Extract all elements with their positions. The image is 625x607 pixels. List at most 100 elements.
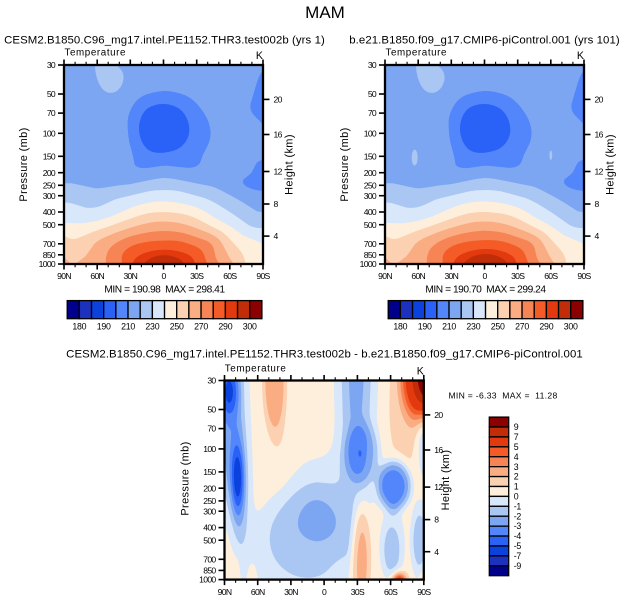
svg-text:500: 500 (203, 535, 216, 545)
svg-text:30S: 30S (351, 587, 365, 597)
svg-text:150: 150 (43, 151, 56, 161)
svg-text:Temperature: Temperature (65, 48, 127, 59)
svg-text:MIN = 190.98 MAX = 298.41: MIN = 190.98 MAX = 298.41 (104, 285, 225, 296)
svg-text:400: 400 (203, 523, 216, 533)
svg-text:400: 400 (364, 207, 377, 217)
svg-text:1000: 1000 (360, 259, 377, 269)
svg-text:100: 100 (364, 128, 377, 138)
svg-text:16: 16 (434, 445, 443, 455)
svg-text:60S: 60S (384, 587, 398, 597)
svg-text:210: 210 (121, 321, 135, 331)
svg-text:100: 100 (203, 444, 216, 454)
svg-text:150: 150 (203, 467, 216, 477)
svg-text:230: 230 (466, 321, 480, 331)
svg-text:50: 50 (207, 405, 216, 415)
svg-text:250: 250 (364, 180, 377, 190)
svg-text:300: 300 (243, 321, 257, 331)
svg-text:290: 290 (218, 321, 232, 331)
svg-text:300: 300 (364, 191, 377, 201)
svg-text:190: 190 (97, 321, 111, 331)
svg-text:60N: 60N (251, 587, 265, 597)
svg-text:0: 0 (482, 271, 487, 281)
svg-text:700: 700 (43, 239, 56, 249)
svg-text:210: 210 (442, 321, 456, 331)
svg-text:3: 3 (514, 462, 519, 472)
svg-text:200: 200 (364, 168, 377, 178)
svg-text:12: 12 (274, 167, 283, 177)
svg-text:850: 850 (364, 250, 377, 260)
svg-text:60S: 60S (544, 271, 558, 281)
svg-text:CESM2.B1850.C96_mg17.intel.PE1: CESM2.B1850.C96_mg17.intel.PE1152.THR3.t… (4, 35, 325, 47)
svg-text:8: 8 (274, 199, 279, 209)
svg-text:Pressure (mb): Pressure (mb) (18, 127, 30, 201)
svg-text:0: 0 (322, 587, 327, 597)
svg-text:50: 50 (368, 89, 377, 99)
svg-text:K: K (577, 50, 584, 62)
svg-text:230: 230 (145, 321, 159, 331)
svg-text:0: 0 (161, 271, 166, 281)
svg-text:7: 7 (514, 432, 519, 442)
svg-text:Temperature: Temperature (225, 363, 287, 374)
svg-text:290: 290 (539, 321, 553, 331)
svg-text:270: 270 (194, 321, 208, 331)
svg-text:30: 30 (207, 376, 216, 386)
svg-text:90N: 90N (378, 271, 392, 281)
svg-text:500: 500 (43, 220, 56, 230)
svg-text:90S: 90S (256, 271, 270, 281)
svg-text:70: 70 (368, 108, 377, 118)
svg-text:90S: 90S (417, 587, 431, 597)
svg-text:0: 0 (514, 492, 519, 502)
svg-text:60S: 60S (223, 271, 237, 281)
svg-text:250: 250 (491, 321, 505, 331)
svg-text:-7: -7 (514, 551, 522, 561)
svg-text:8: 8 (434, 515, 439, 525)
svg-text:500: 500 (364, 220, 377, 230)
svg-text:Pressure (mb): Pressure (mb) (339, 127, 351, 201)
svg-text:-4: -4 (514, 531, 522, 541)
svg-text:1: 1 (514, 482, 519, 492)
svg-text:250: 250 (203, 496, 216, 506)
svg-text:90S: 90S (577, 271, 591, 281)
svg-text:250: 250 (43, 180, 56, 190)
svg-text:20: 20 (434, 410, 443, 420)
svg-text:16: 16 (595, 130, 604, 140)
svg-text:30N: 30N (284, 587, 298, 597)
svg-text:Height (km): Height (km) (440, 450, 452, 511)
svg-text:850: 850 (43, 250, 56, 260)
svg-text:30N: 30N (444, 271, 458, 281)
svg-text:2: 2 (514, 472, 519, 482)
svg-text:4: 4 (514, 452, 519, 462)
svg-text:MAM: MAM (305, 3, 345, 22)
svg-text:12: 12 (434, 482, 443, 492)
svg-text:9: 9 (514, 422, 519, 432)
svg-text:1000: 1000 (199, 575, 216, 585)
svg-text:-2: -2 (514, 511, 522, 521)
svg-text:400: 400 (43, 207, 56, 217)
svg-text:16: 16 (274, 130, 283, 140)
svg-text:CESM2.B1850.C96_mg17.intel.PE1: CESM2.B1850.C96_mg17.intel.PE1152.THR3.t… (66, 349, 583, 361)
svg-text:4: 4 (434, 547, 439, 557)
svg-text:700: 700 (203, 554, 216, 564)
svg-text:60N: 60N (90, 271, 104, 281)
svg-text:150: 150 (364, 151, 377, 161)
svg-text:300: 300 (564, 321, 578, 331)
svg-text:Height (km): Height (km) (605, 134, 617, 195)
svg-text:-5: -5 (514, 541, 522, 551)
svg-text:180: 180 (72, 321, 86, 331)
svg-text:70: 70 (47, 108, 56, 118)
svg-text:4: 4 (274, 231, 279, 241)
svg-text:100: 100 (43, 128, 56, 138)
svg-text:250: 250 (170, 321, 184, 331)
svg-text:30: 30 (368, 60, 377, 70)
svg-text:8: 8 (595, 199, 600, 209)
svg-text:300: 300 (43, 191, 56, 201)
svg-text:4: 4 (595, 231, 600, 241)
svg-text:270: 270 (515, 321, 529, 331)
svg-text:Pressure (mb): Pressure (mb) (180, 441, 192, 515)
svg-text:700: 700 (364, 239, 377, 249)
svg-text:-1: -1 (514, 501, 522, 511)
svg-text:50: 50 (47, 89, 56, 99)
svg-text:200: 200 (203, 483, 216, 493)
svg-text:Temperature: Temperature (386, 48, 448, 59)
svg-text:300: 300 (203, 506, 216, 516)
